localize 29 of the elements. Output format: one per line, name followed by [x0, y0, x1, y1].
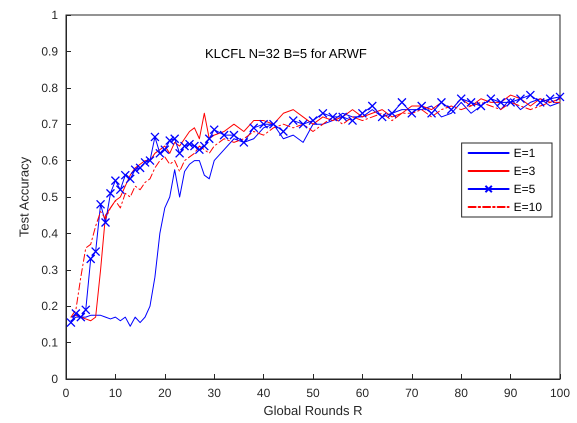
y-tick-label: 0 — [51, 372, 58, 386]
x-tick-label: 40 — [256, 386, 271, 400]
x-tick-label: 60 — [356, 386, 370, 400]
y-tick-label: 0.4 — [41, 226, 58, 240]
y-tick-label: 0.7 — [41, 117, 58, 132]
legend-label: E=5 — [514, 182, 536, 196]
x-tick-label: 10 — [108, 386, 122, 400]
y-tick-label: 0.2 — [41, 299, 58, 314]
y-tick-label: 1 — [51, 8, 58, 22]
x-tick-label: 80 — [454, 386, 468, 400]
y-tick-label: 0.3 — [41, 262, 58, 277]
legend-label: E=10 — [514, 200, 542, 214]
y-tick-label: 0.6 — [41, 154, 58, 168]
text: KLCFL N=32 B=5 for ARWF — [205, 46, 367, 61]
y-axis-title: Test Accuracy — [16, 156, 32, 238]
y-tick-label: 0.9 — [41, 44, 58, 58]
legend-label: E=1 — [514, 146, 536, 160]
y-tick-label: 0.1 — [41, 336, 58, 350]
x-tick-label: 90 — [504, 386, 518, 400]
x-tick-label: 50 — [306, 386, 320, 400]
y-tick-label: 0.8 — [41, 80, 58, 95]
x-axis-title: Global Rounds R — [264, 402, 362, 418]
x-tick-label: 70 — [405, 386, 419, 400]
x-tick-label: 20 — [158, 386, 172, 400]
legend-label: E=3 — [514, 164, 536, 178]
x-tick-label: 0 — [62, 386, 70, 400]
y-tick-label: 0.5 — [41, 190, 58, 204]
x-tick-label: 100 — [550, 386, 570, 400]
x-tick-label: 30 — [208, 386, 222, 400]
